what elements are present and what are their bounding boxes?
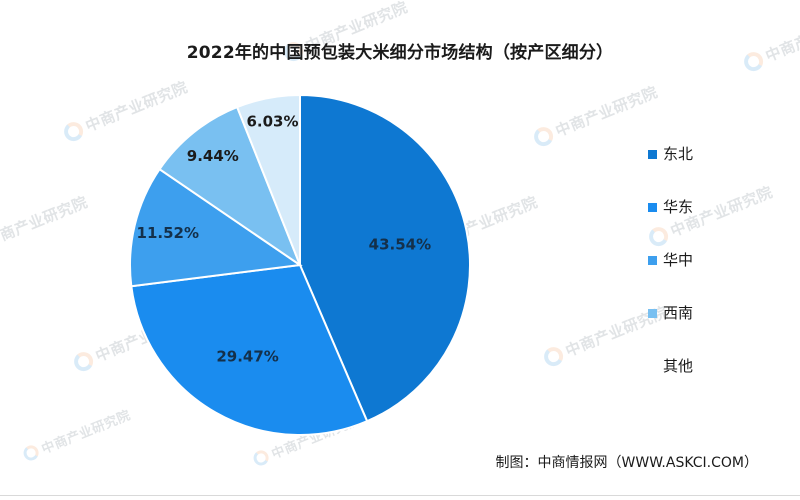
bottom-divider — [0, 495, 800, 496]
pie-slice[interactable] — [130, 263, 369, 436]
pie-slice-value-label: 43.54% — [369, 235, 431, 253]
legend-swatch-icon — [648, 256, 657, 265]
legend-label: 西南 — [663, 304, 694, 322]
legend-swatch-icon — [648, 203, 657, 212]
pie-label-group: 43.54% 29.47% 11.52% 9.44% 6.03% — [137, 112, 432, 365]
pie-slice-value-label: 11.52% — [137, 224, 199, 242]
legend-swatch-icon — [648, 309, 657, 318]
legend-label: 其他 — [663, 357, 694, 375]
pie-slice[interactable] — [129, 167, 303, 288]
pie-slice-value-label: 29.47% — [216, 348, 278, 366]
legend-item-huazhong[interactable]: 华中 — [648, 234, 788, 287]
legend-item-xinan[interactable]: 西南 — [648, 287, 788, 340]
pie-slice[interactable] — [235, 93, 301, 266]
chart-title: 2022年的中国预包装大米细分市场结构（按产区细分） — [186, 43, 614, 63]
legend-item-dongbei[interactable]: 东北 — [648, 128, 788, 181]
legend-swatch-icon — [648, 362, 657, 371]
legend-label: 华中 — [663, 251, 694, 269]
legend-label: 东北 — [663, 145, 694, 163]
legend-label: 华东 — [663, 198, 694, 216]
legend-item-qita[interactable]: 其他 — [648, 340, 788, 393]
pie-slice[interactable] — [158, 105, 303, 268]
legend-swatch-icon — [648, 150, 657, 159]
pie-slice-value-label: 6.03% — [246, 112, 298, 130]
pie-slice[interactable] — [299, 93, 471, 423]
source-note: 制图：中商情报网（WWW.ASKCI.COM） — [495, 455, 758, 471]
chart-legend: 东北 华东 华中 西南 其他 — [648, 128, 788, 393]
pie-slice-value-label: 9.44% — [187, 147, 239, 165]
pie-slice-group — [129, 93, 471, 436]
legend-item-huadong[interactable]: 华东 — [648, 181, 788, 234]
